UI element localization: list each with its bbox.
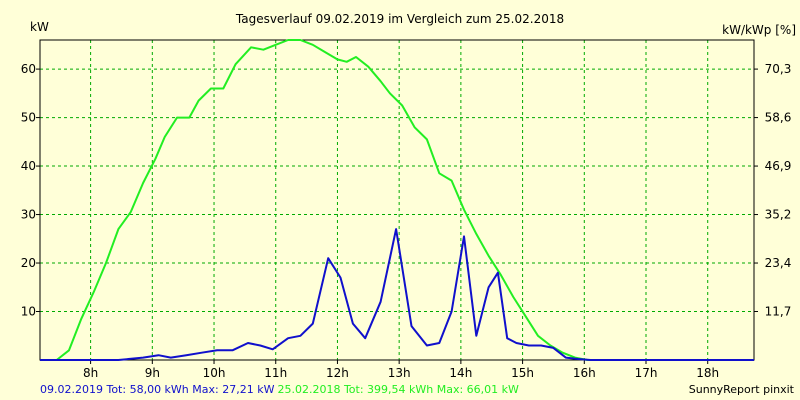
- footer-credit: SunnyReport pinxit: [689, 383, 795, 396]
- legend-entry-2019: 09.02.2019 Tot: 58,00 kWh Max: 27,21 kW: [40, 383, 275, 396]
- x-tick-label: 10h: [203, 366, 226, 380]
- x-tick-label: 9h: [145, 366, 160, 380]
- y-axis-label-right: kW/kWp [%]: [722, 23, 796, 37]
- chart-title: Tagesverlauf 09.02.2019 im Vergleich zum…: [235, 12, 564, 26]
- x-tick-label: 16h: [573, 366, 596, 380]
- x-tick-label: 15h: [511, 366, 534, 380]
- plot-frame: [39, 39, 755, 361]
- x-tick-label: 18h: [696, 366, 719, 380]
- legend-entry-2018: 25.02.2018 Tot: 399,54 kWh Max: 66,01 kW: [277, 383, 519, 396]
- y-axis-label-left: kW: [30, 20, 49, 34]
- y-tick-label-right: 35,2: [765, 208, 792, 222]
- x-tick-label: 17h: [635, 366, 658, 380]
- x-tick-label: 14h: [449, 366, 472, 380]
- y-tick-label-right: 70,3: [765, 62, 792, 76]
- x-tick-label: 12h: [326, 366, 349, 380]
- y-tick-label-right: 11,7: [765, 305, 792, 319]
- plot-area: [40, 40, 754, 360]
- y-tick-label-left: 10: [21, 305, 36, 319]
- y-tick-label-left: 50: [21, 111, 36, 125]
- y-tick-label-left: 40: [21, 159, 36, 173]
- y-tick-label-left: 30: [21, 208, 36, 222]
- x-tick-label: 13h: [388, 366, 411, 380]
- y-tick-label-left: 60: [21, 62, 36, 76]
- y-tick-label-right: 46,9: [765, 159, 792, 173]
- y-tick-label-right: 58,6: [765, 111, 792, 125]
- y-tick-label-left: 20: [21, 256, 36, 270]
- x-tick-label: 11h: [264, 366, 287, 380]
- x-tick-label: 8h: [83, 366, 98, 380]
- series-line: [40, 228, 754, 361]
- y-tick-label-right: 23,4: [765, 256, 792, 270]
